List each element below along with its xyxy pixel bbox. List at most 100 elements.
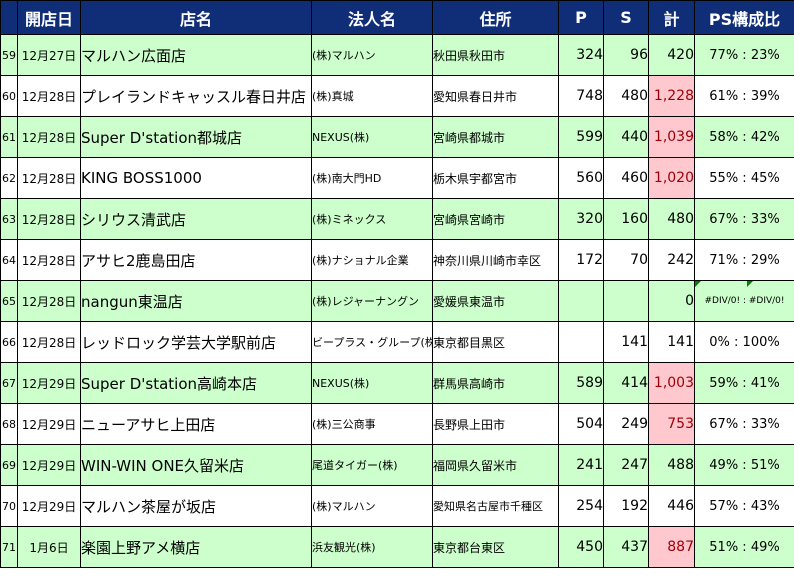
cell-total[interactable]: 141	[648, 321, 695, 363]
header-corporation[interactable]: 法人名	[311, 0, 433, 35]
cell-store[interactable]: Super D'station高崎本店	[80, 362, 312, 404]
cell-ratio[interactable]: 77% : 23%	[694, 34, 794, 76]
cell-p[interactable]: 172	[558, 239, 604, 281]
cell-store[interactable]: 楽園上野アメ横店	[80, 526, 312, 568]
cell-s[interactable]: 192	[603, 485, 649, 527]
cell-corp[interactable]: (株)三公商事	[311, 403, 433, 445]
cell-date[interactable]: 12月28日	[17, 198, 81, 240]
cell-address[interactable]: 愛知県名古屋市千種区	[432, 485, 559, 527]
cell-ratio[interactable]: 57% : 43%	[694, 485, 794, 527]
cell-address[interactable]: 宮崎県都城市	[432, 116, 559, 158]
cell-address[interactable]: 秋田県秋田市	[432, 34, 559, 76]
cell-s[interactable]: 480	[603, 75, 649, 117]
cell-corp[interactable]: 尾道タイガー(株)	[311, 444, 433, 486]
cell-date[interactable]: 12月29日	[17, 444, 81, 486]
cell-date[interactable]: 12月29日	[17, 362, 81, 404]
cell-date[interactable]: 12月29日	[17, 403, 81, 445]
cell-ratio[interactable]: 58% : 42%	[694, 116, 794, 158]
cell-p[interactable]: 324	[558, 34, 604, 76]
cell-corp[interactable]: NEXUS(株)	[311, 116, 433, 158]
cell-p[interactable]: 504	[558, 403, 604, 445]
cell-no[interactable]: 67	[0, 362, 18, 404]
cell-store[interactable]: プレイランドキャッスル春日井店	[80, 75, 312, 117]
cell-no[interactable]: 65	[0, 280, 18, 322]
cell-date[interactable]: 12月29日	[17, 485, 81, 527]
cell-corp[interactable]: (株)ミネックス	[311, 198, 433, 240]
cell-s[interactable]	[603, 280, 649, 322]
cell-total-highlighted[interactable]: 753	[648, 403, 695, 445]
cell-s[interactable]: 247	[603, 444, 649, 486]
cell-p[interactable]: 450	[558, 526, 604, 568]
cell-s[interactable]: 141	[603, 321, 649, 363]
cell-store[interactable]: レッドロック学芸大学駅前店	[80, 321, 312, 363]
cell-p[interactable]	[558, 280, 604, 322]
header-no[interactable]	[0, 0, 18, 35]
cell-address[interactable]: 愛知県春日井市	[432, 75, 559, 117]
header-p[interactable]: P	[558, 0, 604, 35]
cell-s[interactable]: 160	[603, 198, 649, 240]
cell-no[interactable]: 71	[0, 526, 18, 568]
cell-store[interactable]: KING BOSS1000	[80, 157, 312, 199]
cell-total[interactable]: 446	[648, 485, 695, 527]
cell-total[interactable]: 480	[648, 198, 695, 240]
cell-ratio-error[interactable]: #DIV/0! : #DIV/0!	[694, 280, 794, 322]
cell-no[interactable]: 68	[0, 403, 18, 445]
header-s[interactable]: S	[603, 0, 649, 35]
cell-corp[interactable]: (株)レジャーナングン	[311, 280, 433, 322]
cell-no[interactable]: 64	[0, 239, 18, 281]
cell-p[interactable]	[558, 321, 604, 363]
cell-p[interactable]: 254	[558, 485, 604, 527]
cell-s[interactable]: 96	[603, 34, 649, 76]
cell-no[interactable]: 60	[0, 75, 18, 117]
cell-date[interactable]: 1月6日	[17, 526, 81, 568]
cell-s[interactable]: 249	[603, 403, 649, 445]
header-address[interactable]: 住所	[432, 0, 559, 35]
cell-p[interactable]: 589	[558, 362, 604, 404]
cell-total-highlighted[interactable]: 1,039	[648, 116, 695, 158]
cell-s[interactable]: 460	[603, 157, 649, 199]
cell-total[interactable]: 0	[648, 280, 695, 322]
cell-store[interactable]: WIN-WIN ONE久留米店	[80, 444, 312, 486]
cell-store[interactable]: nangun東温店	[80, 280, 312, 322]
header-total[interactable]: 計	[648, 0, 695, 35]
cell-no[interactable]: 63	[0, 198, 18, 240]
cell-address[interactable]: 栃木県宇都宮市	[432, 157, 559, 199]
cell-p[interactable]: 599	[558, 116, 604, 158]
cell-ratio[interactable]: 61% : 39%	[694, 75, 794, 117]
cell-total-highlighted[interactable]: 1,020	[648, 157, 695, 199]
cell-store[interactable]: マルハン茶屋が坂店	[80, 485, 312, 527]
cell-no[interactable]: 62	[0, 157, 18, 199]
cell-corp[interactable]: NEXUS(株)	[311, 362, 433, 404]
cell-total[interactable]: 242	[648, 239, 695, 281]
cell-corp[interactable]: (株)マルハン	[311, 34, 433, 76]
cell-corp[interactable]: 浜友観光(株)	[311, 526, 433, 568]
cell-store[interactable]: Super D'station都城店	[80, 116, 312, 158]
cell-address[interactable]: 宮崎県宮崎市	[432, 198, 559, 240]
cell-address[interactable]: 東京都台東区	[432, 526, 559, 568]
cell-total-highlighted[interactable]: 887	[648, 526, 695, 568]
cell-no[interactable]: 66	[0, 321, 18, 363]
cell-address[interactable]: 東京都目黒区	[432, 321, 559, 363]
cell-ratio[interactable]: 49% : 51%	[694, 444, 794, 486]
cell-ratio[interactable]: 55% : 45%	[694, 157, 794, 199]
cell-date[interactable]: 12月28日	[17, 75, 81, 117]
cell-date[interactable]: 12月28日	[17, 321, 81, 363]
cell-corp[interactable]: (株)真城	[311, 75, 433, 117]
cell-s[interactable]: 414	[603, 362, 649, 404]
cell-ratio[interactable]: 0% : 100%	[694, 321, 794, 363]
cell-date[interactable]: 12月28日	[17, 116, 81, 158]
cell-p[interactable]: 320	[558, 198, 604, 240]
cell-corp[interactable]: (株)マルハン	[311, 485, 433, 527]
cell-address[interactable]: 群馬県高崎市	[432, 362, 559, 404]
cell-address[interactable]: 福岡県久留米市	[432, 444, 559, 486]
cell-no[interactable]: 61	[0, 116, 18, 158]
cell-date[interactable]: 12月27日	[17, 34, 81, 76]
header-ps-ratio[interactable]: PS構成比	[694, 0, 794, 35]
cell-address[interactable]: 愛媛県東温市	[432, 280, 559, 322]
cell-corp[interactable]: ビープラス・グループ(株)	[311, 321, 433, 363]
cell-no[interactable]: 69	[0, 444, 18, 486]
cell-corp[interactable]: (株)ナショナル企業	[311, 239, 433, 281]
header-open-date[interactable]: 開店日	[17, 0, 81, 35]
cell-ratio[interactable]: 67% : 33%	[694, 403, 794, 445]
cell-total[interactable]: 420	[648, 34, 695, 76]
